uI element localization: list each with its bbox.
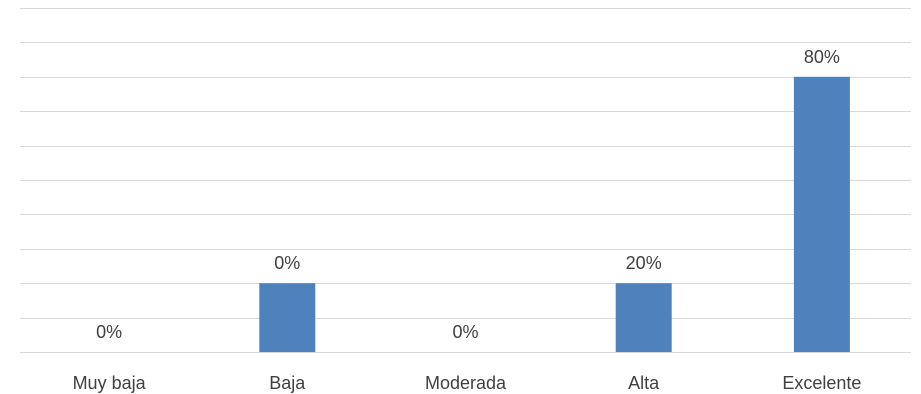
x-tick-label: Excelente bbox=[782, 373, 861, 393]
grid bbox=[20, 8, 911, 353]
data-label: 0% bbox=[452, 322, 478, 342]
bar-excelente bbox=[793, 76, 850, 353]
data-label: 80% bbox=[804, 47, 840, 67]
data-labels: 0% 0% 0% 20% 80% bbox=[96, 47, 840, 342]
x-tick-label: Baja bbox=[269, 373, 306, 393]
x-tick-label: Moderada bbox=[425, 373, 507, 393]
bar-alta bbox=[615, 283, 672, 352]
bars bbox=[259, 76, 850, 353]
data-label: 20% bbox=[626, 253, 662, 273]
bar-baja bbox=[259, 283, 316, 352]
data-label: 0% bbox=[96, 322, 122, 342]
data-label: 0% bbox=[274, 253, 300, 273]
x-axis: Muy baja Baja Moderada Alta Excelente bbox=[73, 373, 862, 393]
x-tick-label: Muy baja bbox=[73, 373, 147, 393]
x-tick-label: Alta bbox=[628, 373, 660, 393]
